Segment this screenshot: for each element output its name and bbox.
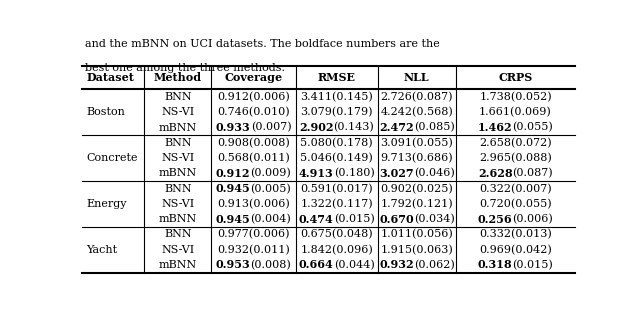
Text: NS-VI: NS-VI	[161, 107, 195, 117]
Text: Boston: Boston	[86, 107, 125, 117]
Text: (0.008): (0.008)	[251, 260, 291, 270]
Text: 1.792(0.121): 1.792(0.121)	[380, 199, 453, 209]
Text: 0.474: 0.474	[299, 214, 333, 225]
Text: 2.902: 2.902	[299, 122, 333, 133]
Text: 4.242(0.568): 4.242(0.568)	[380, 107, 453, 117]
Text: Concrete: Concrete	[86, 153, 138, 163]
Text: (0.055): (0.055)	[513, 122, 553, 133]
Text: CRPS: CRPS	[499, 72, 532, 83]
Text: 4.913: 4.913	[299, 168, 333, 179]
Text: 0.932(0.011): 0.932(0.011)	[217, 245, 290, 255]
Text: (0.007): (0.007)	[251, 122, 291, 133]
Text: 1.322(0.117): 1.322(0.117)	[300, 199, 373, 209]
Text: 0.902(0.025): 0.902(0.025)	[380, 184, 453, 194]
Text: mBNN: mBNN	[159, 260, 197, 270]
Text: 1.661(0.069): 1.661(0.069)	[479, 107, 552, 117]
Text: (0.044): (0.044)	[333, 260, 374, 270]
Text: NS-VI: NS-VI	[161, 199, 195, 209]
Text: RMSE: RMSE	[317, 72, 356, 83]
Text: 1.738(0.052): 1.738(0.052)	[479, 92, 552, 102]
Text: (0.034): (0.034)	[413, 214, 454, 224]
Text: 0.720(0.055): 0.720(0.055)	[479, 199, 552, 209]
Text: 0.977(0.006): 0.977(0.006)	[218, 229, 290, 239]
Text: 1.842(0.096): 1.842(0.096)	[300, 245, 373, 255]
Text: (0.006): (0.006)	[513, 214, 553, 224]
Text: 0.912(0.006): 0.912(0.006)	[217, 92, 290, 102]
Text: 3.079(0.179): 3.079(0.179)	[300, 107, 373, 117]
Text: 0.945: 0.945	[216, 214, 251, 225]
Text: Yacht: Yacht	[86, 245, 118, 255]
Text: 3.027: 3.027	[379, 168, 413, 179]
Text: 0.746(0.010): 0.746(0.010)	[218, 107, 290, 117]
Text: 0.675(0.048): 0.675(0.048)	[300, 229, 373, 239]
Text: (0.143): (0.143)	[333, 122, 374, 133]
Text: Method: Method	[154, 72, 202, 83]
Text: 3.091(0.055): 3.091(0.055)	[380, 138, 453, 148]
Text: BNN: BNN	[164, 92, 192, 102]
Text: mBNN: mBNN	[159, 123, 197, 133]
Text: 2.628: 2.628	[478, 168, 513, 179]
Text: (0.005): (0.005)	[251, 184, 291, 194]
Text: 0.322(0.007): 0.322(0.007)	[479, 184, 552, 194]
Text: (0.085): (0.085)	[413, 122, 454, 133]
Text: (0.062): (0.062)	[413, 260, 454, 270]
Text: 0.933: 0.933	[216, 122, 251, 133]
Text: 1.462: 1.462	[478, 122, 513, 133]
Text: NS-VI: NS-VI	[161, 245, 195, 255]
Text: 1.915(0.063): 1.915(0.063)	[380, 245, 453, 255]
Text: (0.015): (0.015)	[513, 260, 553, 270]
Text: (0.180): (0.180)	[333, 168, 374, 179]
Text: Energy: Energy	[86, 199, 127, 209]
Text: 0.912: 0.912	[216, 168, 250, 179]
Text: 2.472: 2.472	[379, 122, 413, 133]
Text: 0.256: 0.256	[478, 214, 513, 225]
Text: 0.332(0.013): 0.332(0.013)	[479, 229, 552, 239]
Text: and the mBNN on UCI datasets. The boldface numbers are the: and the mBNN on UCI datasets. The boldfa…	[85, 40, 440, 49]
Text: Coverage: Coverage	[225, 72, 283, 83]
Text: best one among the three methods.: best one among the three methods.	[85, 63, 285, 73]
Text: (0.004): (0.004)	[251, 214, 291, 224]
Text: 1.011(0.056): 1.011(0.056)	[380, 229, 453, 239]
Text: 0.318: 0.318	[478, 260, 513, 270]
Text: mBNN: mBNN	[159, 214, 197, 224]
Text: (0.015): (0.015)	[333, 214, 374, 224]
Text: 0.568(0.011): 0.568(0.011)	[217, 153, 290, 163]
Text: (0.046): (0.046)	[413, 168, 454, 179]
Text: (0.009): (0.009)	[250, 168, 291, 179]
Text: 2.726(0.087): 2.726(0.087)	[381, 92, 453, 102]
Text: 0.913(0.006): 0.913(0.006)	[217, 199, 290, 209]
Text: BNN: BNN	[164, 184, 192, 194]
Text: 2.965(0.088): 2.965(0.088)	[479, 153, 552, 163]
Text: 9.713(0.686): 9.713(0.686)	[380, 153, 453, 163]
Text: 0.908(0.008): 0.908(0.008)	[217, 138, 290, 148]
Text: Dataset: Dataset	[86, 72, 134, 83]
Text: BNN: BNN	[164, 230, 192, 239]
Text: 0.945: 0.945	[216, 183, 251, 194]
Text: 0.932: 0.932	[379, 260, 413, 270]
Text: NS-VI: NS-VI	[161, 153, 195, 163]
Text: 5.080(0.178): 5.080(0.178)	[300, 138, 373, 148]
Text: 0.664: 0.664	[299, 260, 333, 270]
Text: (0.087): (0.087)	[513, 168, 553, 179]
Text: 0.591(0.017): 0.591(0.017)	[300, 184, 373, 194]
Text: NLL: NLL	[404, 72, 429, 83]
Text: 2.658(0.072): 2.658(0.072)	[479, 138, 552, 148]
Text: 0.953: 0.953	[216, 260, 251, 270]
Text: mBNN: mBNN	[159, 168, 197, 178]
Text: BNN: BNN	[164, 138, 192, 148]
Text: 0.670: 0.670	[379, 214, 413, 225]
Text: 3.411(0.145): 3.411(0.145)	[300, 92, 373, 102]
Text: 0.969(0.042): 0.969(0.042)	[479, 245, 552, 255]
Text: 5.046(0.149): 5.046(0.149)	[300, 153, 373, 163]
